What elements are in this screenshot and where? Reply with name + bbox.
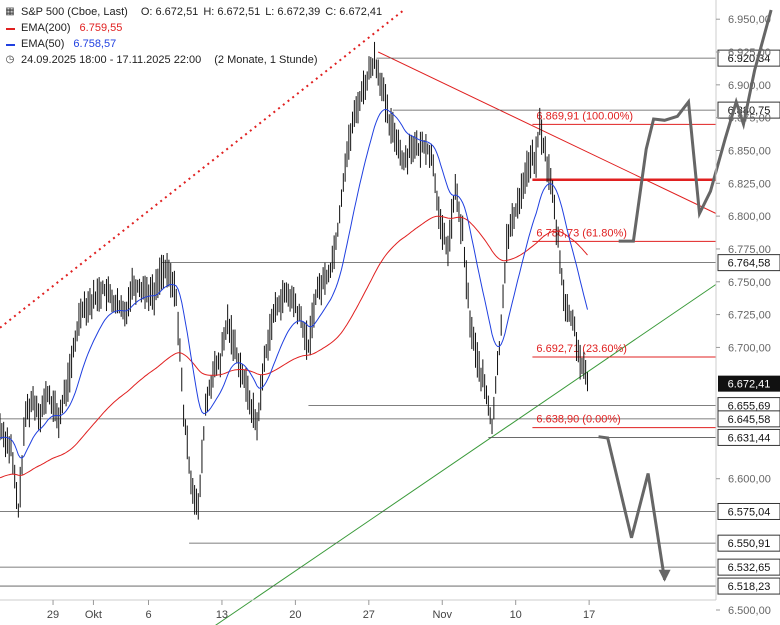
clock-icon: ◷: [5, 54, 15, 65]
projection-up-path: [618, 9, 773, 243]
ema50-line: [0, 108, 588, 459]
time-tick-label: Okt: [85, 609, 102, 621]
trendline-support: [215, 283, 717, 625]
legend-range-row: ◷ 24.09.2025 18:00 - 17.11.2025 22:00 (2…: [4, 52, 382, 68]
price-tick-label: 6.875,00: [728, 113, 771, 125]
projection-arrow-head: [658, 569, 671, 582]
level-label-box: [717, 49, 780, 67]
level-label: 6.764,58: [728, 258, 771, 270]
price-tick-label: 6.900,00: [728, 80, 771, 92]
trendline-resistance: [377, 51, 717, 214]
level-label-box: [717, 254, 780, 272]
level-label-box: [717, 534, 780, 552]
ema50-swatch-icon: [4, 36, 16, 52]
current-price-box: [718, 375, 780, 392]
time-tick-label: 29: [47, 609, 59, 621]
price-tick-label: 6.750,00: [728, 277, 771, 289]
price-tick-label: 6.800,00: [728, 211, 771, 223]
price-axis: 6.950,00 6.925,00 6.900,00 6.875,00 6.850,00…: [715, 0, 771, 617]
date-span: (2 Monate, 1 Stunde): [214, 54, 318, 66]
trendline-long-term: [0, 9, 405, 329]
level-label-box: [717, 558, 780, 576]
level-label: 6.655,69: [728, 401, 771, 413]
price-bars: [0, 41, 588, 520]
level-label: 6.631,44: [728, 432, 771, 444]
bar-chart-icon: ▦: [5, 6, 15, 17]
ohlc-high: H: 6.672,51: [203, 6, 261, 18]
time-tick-label: 10: [510, 609, 522, 621]
price-tick-label: 6.775,00: [728, 244, 771, 256]
chart-legend: ▦ S&P 500 (Cboe, Last) O: 6.672,51 H: 6.…: [4, 4, 382, 68]
date-range: 24.09.2025 18:00 - 17.11.2025 22:00: [21, 54, 202, 66]
price-tick-label: 6.825,00: [728, 178, 771, 190]
ema50-label: EMA(50): [21, 38, 65, 50]
legend-ema50-row: EMA(50) 6.758,57: [4, 36, 382, 52]
projection-down-path: [598, 435, 667, 581]
time-tick-label: 17: [583, 609, 595, 621]
time-tick-label: 6: [145, 609, 151, 621]
level-label: 6.532,65: [728, 562, 771, 574]
ema50-value: 6.758,57: [73, 38, 117, 50]
price-tick-label: 6.500,00: [728, 605, 771, 617]
level-label: 6.920,34: [728, 53, 771, 65]
level-label: 6.550,91: [728, 538, 771, 550]
fib-level-label: 6.780,73 (61.80%): [536, 227, 627, 239]
instrument-name: S&P 500 (Cboe, Last): [21, 6, 128, 18]
price-tick-label: 6.600,00: [728, 474, 771, 486]
level-label-box: [717, 428, 780, 446]
fib-level-label: 6.692,71 (23.60%): [536, 343, 627, 355]
level-label-box: [717, 410, 780, 428]
price-tick-label: 6.950,00: [728, 14, 771, 26]
ema200-label: EMA(200): [21, 22, 71, 34]
level-label-box: [717, 577, 780, 595]
level-label: 6.518,23: [728, 581, 771, 593]
price-tick-label: 6.850,00: [728, 145, 771, 157]
ohlc-close: C: 6.672,41: [325, 6, 383, 18]
fib-level-label: 6.869,91 (100.00%): [536, 110, 633, 122]
ohlc-low: L: 6.672,39: [265, 6, 321, 18]
ema200-swatch-icon: [4, 20, 16, 36]
time-tick-label: 20: [289, 609, 301, 621]
level-label: 6.645,58: [728, 414, 771, 426]
level-label-box: [717, 502, 780, 520]
ohlc-open: O: 6.672,51: [140, 6, 199, 18]
current-price-label: 6.672,41: [728, 379, 771, 391]
legend-instrument-row: ▦ S&P 500 (Cboe, Last) O: 6.672,51 H: 6.…: [4, 4, 382, 20]
time-tick-label: Nov: [432, 609, 452, 621]
price-tick-label: 6.925,00: [728, 47, 771, 59]
time-axis: 29 Okt 6 13 20 27 Nov 10 17: [0, 599, 716, 621]
price-projection: [598, 9, 773, 582]
level-label: 6.575,04: [728, 506, 771, 518]
legend-ema200-row: EMA(200) 6.759,55: [4, 20, 382, 36]
trendlines: [0, 9, 717, 625]
time-tick-label: 13: [216, 609, 228, 621]
time-tick-label: 27: [363, 609, 375, 621]
ema200-value: 6.759,55: [79, 22, 123, 34]
fib-level-label: 6.638,90 (0.00%): [536, 414, 620, 426]
ema200-line: [0, 215, 588, 479]
price-tick-label: 6.700,00: [728, 342, 771, 354]
ema-lines: [0, 108, 588, 479]
price-tick-label: 6.725,00: [728, 310, 771, 322]
fibonacci-retracement: 6.869,91 (100.00%) 6.780,73 (61.80%) 6.692…: [532, 110, 716, 429]
